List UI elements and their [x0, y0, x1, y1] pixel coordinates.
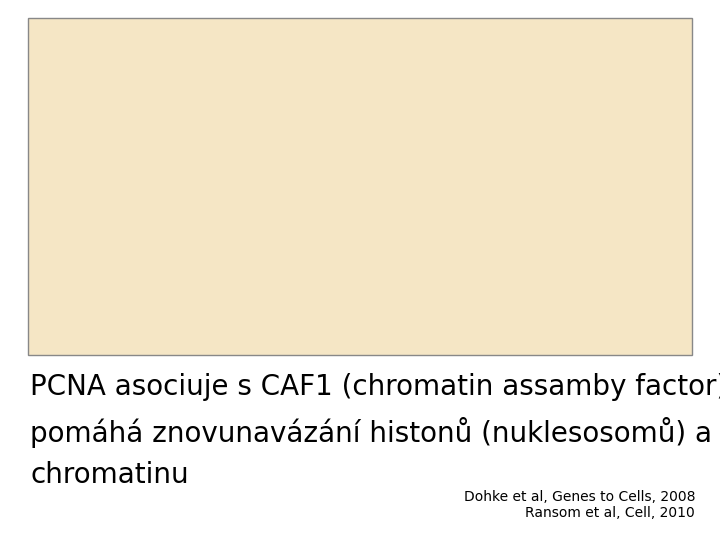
Text: chromatinu: chromatinu	[30, 461, 189, 489]
Text: Ransom et al, Cell, 2010: Ransom et al, Cell, 2010	[526, 506, 695, 520]
FancyBboxPatch shape	[28, 18, 692, 355]
Text: Dohke et al, Genes to Cells, 2008: Dohke et al, Genes to Cells, 2008	[464, 490, 695, 504]
Text: pomáhá znovunavázání histonů (nuklesosomů) a vzniku: pomáhá znovunavázání histonů (nuklesosom…	[30, 417, 720, 448]
Text: PCNA asociuje s CAF1 (chromatin assamby factor) a: PCNA asociuje s CAF1 (chromatin assamby …	[30, 373, 720, 401]
